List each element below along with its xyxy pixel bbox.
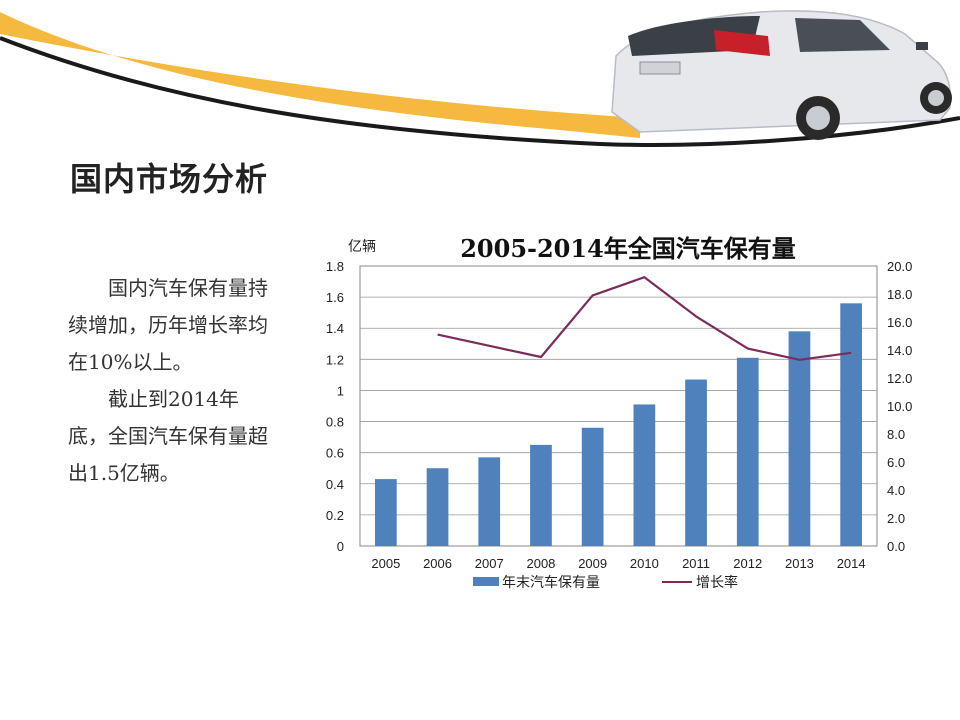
bar [581,427,604,546]
y-axis-left: 0 0.2 0.4 0.6 0.8 1 1.2 1.4 1.6 1.8 [326,259,344,554]
y2-tick-label: 8.0 [887,427,905,442]
bar [426,468,449,546]
paragraph-total: 截止到2014年底，全国汽车保有量超出1.5亿辆。 [68,387,268,485]
y2-tick-label: 10.0 [887,399,912,414]
x-tick-label: 2012 [733,556,762,571]
y2-tick-label: 18.0 [887,287,912,302]
plot-area-border [359,265,878,547]
legend-label-line: 增长率 [696,574,738,591]
bar-series [374,303,863,546]
x-tick-label: 2013 [785,556,814,571]
growth-rate-line [437,276,852,361]
y2-tick-label: 14.0 [887,343,912,358]
bar [840,303,863,546]
bar [736,357,759,546]
line-series [437,276,852,361]
bar [478,457,501,546]
bar [374,479,397,546]
x-tick-label: 2009 [578,556,607,571]
chart-legend: 年末汽车保有量 增长率 [473,574,738,591]
legend-label-bar: 年末汽车保有量 [502,574,600,591]
chart-title: 2005-2014年全国汽车保有量 [460,234,796,263]
y-tick-label: 0.8 [326,415,344,430]
bar [788,331,811,546]
x-tick-label: 2014 [837,556,866,571]
y-tick-label: 1.8 [326,259,344,274]
x-axis: 2005 2006 2007 2008 2009 2010 2011 2012 2013 2014 [371,556,865,571]
page-title: 国内市场分析 [70,160,269,198]
y-tick-label: 1.4 [326,321,344,336]
y-axis-right: 0.0 2.0 4.0 6.0 8.0 10.0 12.0 14.0 16.0 18.0 20.0 [887,259,912,554]
header-banner [0,10,960,147]
y-tick-label: 1.2 [326,352,344,367]
y-tick-label: 1.6 [326,290,344,305]
paragraph-growth: 国内汽车保有量持续增加，历年增长率均在10%以上。 [68,276,268,374]
x-tick-label: 2010 [630,556,659,571]
legend-swatch-bar [473,577,499,586]
bar [530,444,552,546]
y2-tick-label: 16.0 [887,315,912,330]
y2-tick-label: 4.0 [887,483,905,498]
bar [633,404,656,546]
y2-tick-label: 0.0 [887,539,905,554]
y-tick-label: 0.4 [326,477,344,492]
y-tick-label: 0 [337,539,344,554]
y2-tick-label: 12.0 [887,371,912,386]
y-tick-label: 0.2 [326,508,344,523]
x-tick-label: 2008 [526,556,555,571]
y2-tick-label: 6.0 [887,455,905,470]
x-tick-label: 2006 [423,556,452,571]
y2-tick-label: 2.0 [887,511,905,526]
y2-tick-label: 20.0 [887,259,912,274]
y-tick-label: 1 [337,383,344,398]
banner-swoosh [0,12,640,138]
body-text: 国内汽车保有量持续增加，历年增长率均在10%以上。 截止到2014年底，全国汽车… [68,270,268,492]
x-tick-label: 2005 [371,556,400,571]
x-tick-label: 2007 [475,556,504,571]
y-tick-label: 0.6 [326,446,344,461]
chart-vehicle-ownership: 2005-2014年全国汽车保有量 亿辆 0 0.2 0.4 0.6 0.8 1 1.2 1.… [326,234,912,591]
bar [685,379,707,546]
x-tick-label: 2011 [682,556,710,571]
car-image [611,10,952,140]
y-axis-unit-label: 亿辆 [348,239,376,255]
